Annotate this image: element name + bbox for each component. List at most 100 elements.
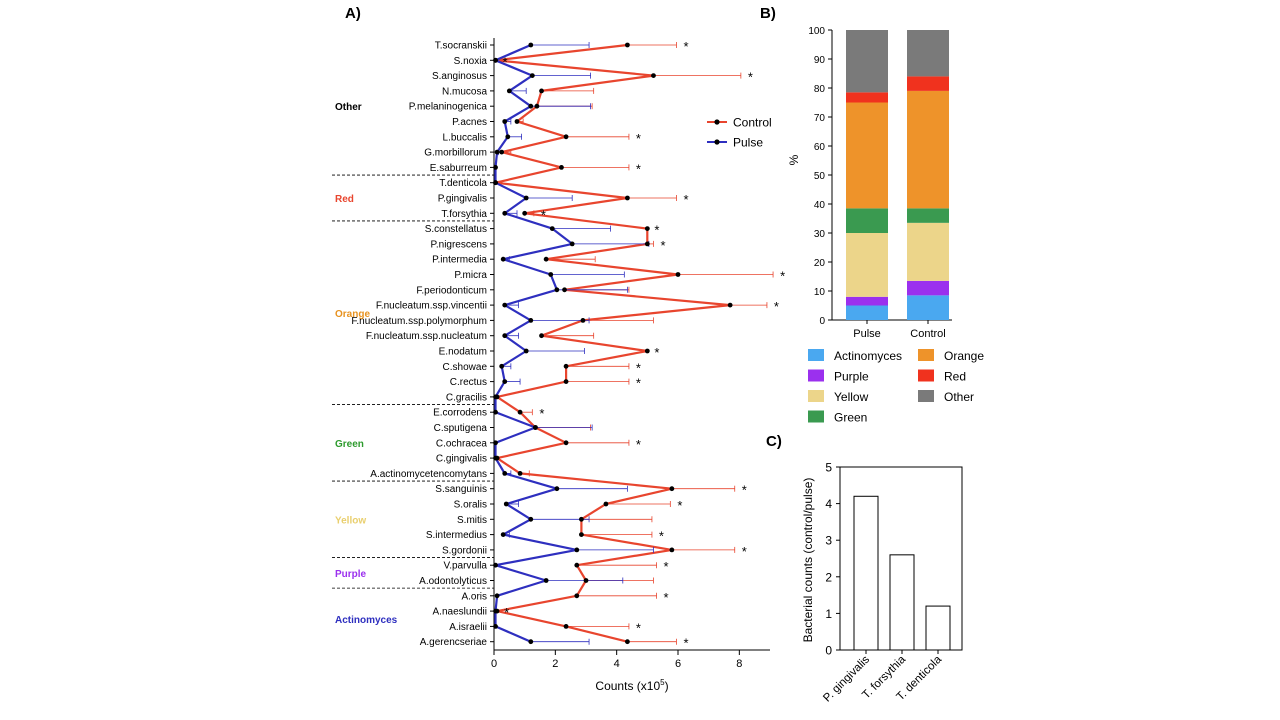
category-label: A.israelii [449, 622, 487, 633]
data-point-control [517, 409, 523, 415]
data-point-control [563, 379, 569, 384]
data-point-pulse [548, 272, 554, 277]
significance-star: * [636, 376, 641, 391]
significance-star: * [636, 360, 641, 375]
data-point-pulse [499, 363, 505, 369]
category-label: A.naeslundii [433, 607, 487, 618]
data-point-control [644, 348, 650, 354]
data-point-control [583, 578, 589, 583]
y-tick-label: 100 [808, 26, 825, 37]
data-point-control [563, 440, 569, 446]
x-tick-label: 0 [491, 658, 497, 670]
chart-a-x-axis-label: Counts (x105) [595, 678, 668, 693]
y-tick-label: 60 [814, 142, 826, 153]
series-line-pulse [494, 43, 578, 643]
category-label: G.morbillorum [424, 148, 487, 159]
complex-label: Yellow [335, 515, 366, 526]
data-point-control [574, 593, 580, 599]
stacked-segment-actinomyces [907, 295, 949, 320]
legend-swatch [808, 349, 824, 361]
y-tick-label: 4 [825, 497, 832, 511]
data-point-pulse [493, 608, 498, 614]
data-point-pulse [502, 471, 508, 476]
complex-label: Red [335, 194, 354, 205]
data-point-pulse [493, 624, 498, 629]
data-point-control [669, 547, 675, 553]
panel-c-label: C) [766, 433, 782, 450]
panel-a-label: A) [345, 5, 361, 22]
significance-star: * [541, 207, 546, 222]
y-tick-label: 20 [814, 258, 826, 269]
stacked-segment-orange [846, 102, 888, 209]
significance-star: * [774, 299, 779, 314]
legend-label: Other [944, 390, 974, 404]
data-point-pulse [503, 501, 509, 507]
stacked-segment-purple [907, 280, 949, 296]
significance-star: * [636, 161, 641, 176]
data-point-pulse [528, 103, 534, 109]
data-point-pulse [506, 88, 512, 94]
data-point-pulse [502, 379, 508, 384]
stacked-segment-yellow [907, 222, 949, 281]
category-label: P.acnes [452, 117, 487, 128]
x-tick-label: Control [910, 328, 945, 340]
significance-star: * [664, 590, 669, 605]
category-label: T.forsythia [441, 209, 487, 220]
chart-b: 0 10 20 30 40 50 60 70 80 90 100% Pulse Control Actin… [787, 26, 984, 425]
data-point-pulse [523, 195, 529, 201]
series-line-control [494, 43, 732, 643]
category-label: S.intermedius [426, 530, 487, 541]
data-point-control [579, 532, 584, 537]
category-label: A.oris [461, 591, 487, 602]
stacked-segment-green [846, 208, 888, 233]
complex-label: Green [335, 439, 364, 450]
significance-star: * [677, 498, 682, 513]
category-label: V.parvulla [443, 561, 487, 572]
data-point-pulse [528, 318, 534, 323]
category-label: P.gingivalis [438, 194, 487, 205]
category-label: C.sputigena [434, 423, 488, 434]
x-tick-label: 6 [675, 658, 681, 670]
significance-star: * [664, 559, 669, 574]
data-point-control [563, 363, 569, 369]
significance-star: * [683, 636, 688, 651]
category-label: S.mitis [457, 515, 487, 526]
y-tick-label: 50 [814, 171, 826, 182]
y-tick-label: 70 [814, 113, 826, 124]
category-label: E.nodatum [439, 347, 487, 358]
data-point-pulse [502, 333, 508, 339]
data-point-control [625, 639, 630, 645]
data-point-control [539, 88, 544, 94]
stacked-segment-purple [846, 296, 888, 306]
data-point-control [727, 302, 733, 308]
legend-swatch [918, 349, 934, 361]
category-label: S.oralis [454, 500, 487, 511]
significance-star: * [654, 345, 659, 360]
data-point-pulse [505, 134, 511, 140]
category-label: C.ochracea [436, 438, 488, 449]
significance-star: * [636, 437, 641, 452]
y-tick-label: 10 [814, 287, 826, 298]
x-tick-label: 4 [614, 658, 620, 670]
category-label: E.corrodens [433, 408, 487, 419]
y-tick-label: 5 [825, 461, 832, 475]
category-label: F.nucleatum.ssp.vincentii [376, 301, 487, 312]
data-point-pulse [500, 256, 506, 262]
category-label: F.periodonticum [416, 285, 487, 296]
legend-label: Purple [834, 370, 869, 384]
significance-star: * [742, 483, 747, 498]
category-label: P.melaninogenica [409, 102, 488, 113]
data-point-pulse [493, 394, 498, 400]
legend-label: Pulse [733, 136, 763, 150]
category-label: T.denticola [439, 178, 487, 189]
y-tick-label: 3 [825, 534, 832, 548]
legend-label: Yellow [834, 390, 869, 404]
y-tick-label: 0 [819, 316, 825, 327]
data-point-pulse [493, 165, 498, 170]
category-label: L.buccalis [443, 132, 487, 143]
chart-a: Counts (x105) 0 2 4 6 8 T.socranskii S.noxia S.… [332, 38, 785, 693]
category-label: A.gerencseriae [420, 637, 488, 648]
category-label: C.showae [443, 362, 488, 373]
